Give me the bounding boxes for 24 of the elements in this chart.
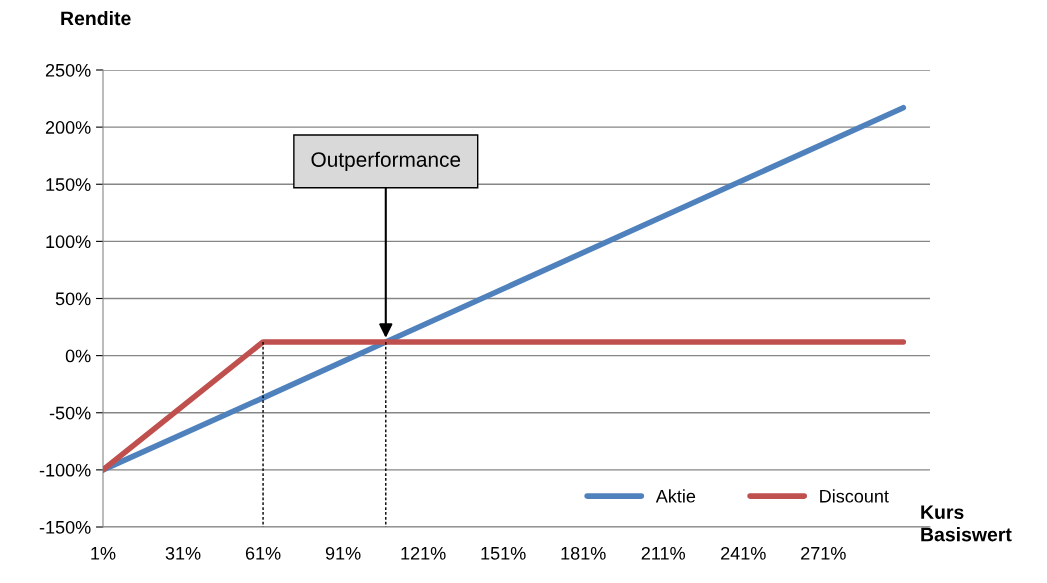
y-tick-label: 50% — [55, 292, 91, 306]
y-tick-label: -50% — [49, 406, 91, 420]
y-tick-label: 200% — [45, 121, 91, 134]
x-tick-label: 241% — [721, 546, 766, 560]
annotation: Outperformance — [311, 151, 461, 172]
y-tick-label: 250% — [45, 63, 91, 77]
y-tick-label: 0% — [65, 349, 91, 363]
x-axis-title: Kurs Basiswert — [921, 505, 1012, 542]
y-axis-title: Rendite — [61, 10, 131, 26]
x-tick-label: 181% — [561, 546, 606, 560]
y-tick-label: 100% — [46, 235, 91, 249]
x-tick-label: 211% — [641, 546, 686, 560]
x-tick-label: 1% — [91, 547, 116, 560]
y-tick-label: -100% — [39, 463, 91, 477]
x-tick-label: 151% — [481, 547, 526, 560]
x-tick-label: 61% — [245, 546, 281, 560]
y-tick-label: -150% — [39, 520, 91, 534]
x-tick-label: 121% — [401, 546, 446, 560]
legend-label: Aktie — [655, 489, 696, 503]
y-tick-label: 150% — [46, 178, 91, 191]
legend-label: Discount — [820, 489, 889, 503]
x-tick-label: 271% — [801, 546, 846, 560]
x-tick-label: 91% — [325, 546, 361, 560]
x-tick-label: 31% — [165, 546, 201, 560]
